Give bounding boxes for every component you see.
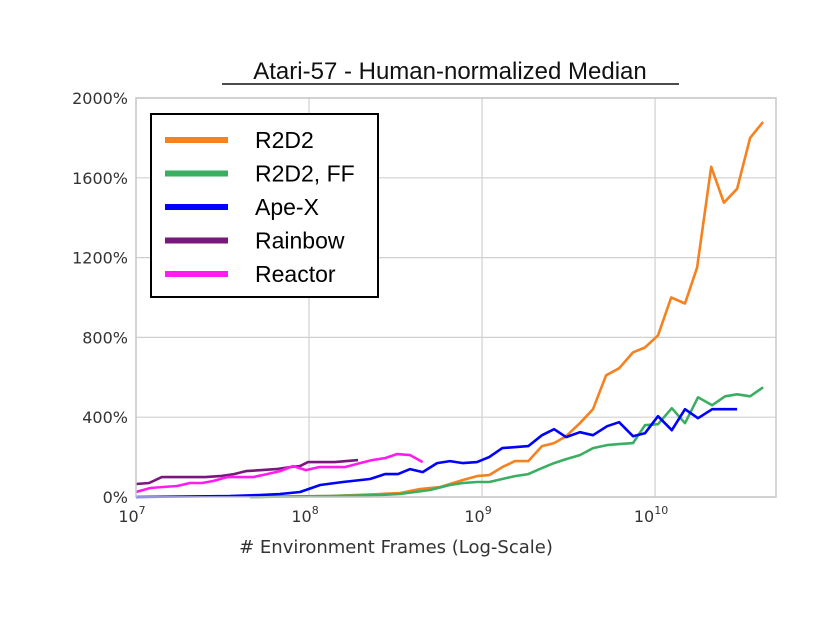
y-tick-label: 400% (82, 408, 128, 427)
legend-label-rainbow: Rainbow (255, 228, 345, 254)
series-line-r2d2-ff (249, 386, 764, 499)
y-tick-label: 0% (103, 488, 128, 507)
x-axis: 107 108 109 1010 (118, 504, 668, 526)
plot-frame (135, 97, 777, 498)
series-line-rainbow (135, 458, 359, 486)
y-tick-label: 800% (82, 328, 128, 347)
x-tick-base: 10 (118, 507, 138, 526)
series-line-reactor (135, 452, 424, 494)
legend-label-r2d2: R2D2 (255, 127, 314, 153)
x-tick-label: 109 (464, 504, 491, 526)
y-tick-label: 1600% (72, 169, 128, 188)
x-tick-exponent: 9 (485, 504, 492, 517)
series-line-ape-x (135, 407, 738, 499)
legend-label-reactor: Reactor (255, 261, 336, 287)
chart-title: Atari-57 - Human-normalized Median (253, 58, 647, 85)
legend: R2D2 R2D2, FF Ape-X Rainbow Reactor (150, 113, 379, 298)
legend-label-ape-x: Ape-X (255, 194, 319, 220)
x-axis-label: # Environment Frames (Log-Scale) (239, 537, 553, 558)
x-tick-label: 107 (118, 504, 145, 526)
y-tick-label: 2000% (72, 89, 128, 108)
x-tick-base: 10 (291, 507, 311, 526)
legend-label-r2d2-ff: R2D2, FF (255, 161, 355, 187)
y-tick-label: 1200% (72, 249, 128, 268)
x-tick-base: 10 (634, 507, 654, 526)
plot-lines (135, 121, 765, 499)
x-tick-exponent: 7 (139, 504, 146, 517)
y-axis: 0% 400% 800% 1200% 1600% 2000% (72, 89, 128, 507)
x-tick-label: 108 (291, 504, 318, 526)
x-tick-base: 10 (464, 507, 484, 526)
x-tick-exponent: 10 (654, 504, 668, 517)
x-tick-label: 1010 (634, 504, 668, 526)
x-tick-exponent: 8 (312, 504, 319, 517)
